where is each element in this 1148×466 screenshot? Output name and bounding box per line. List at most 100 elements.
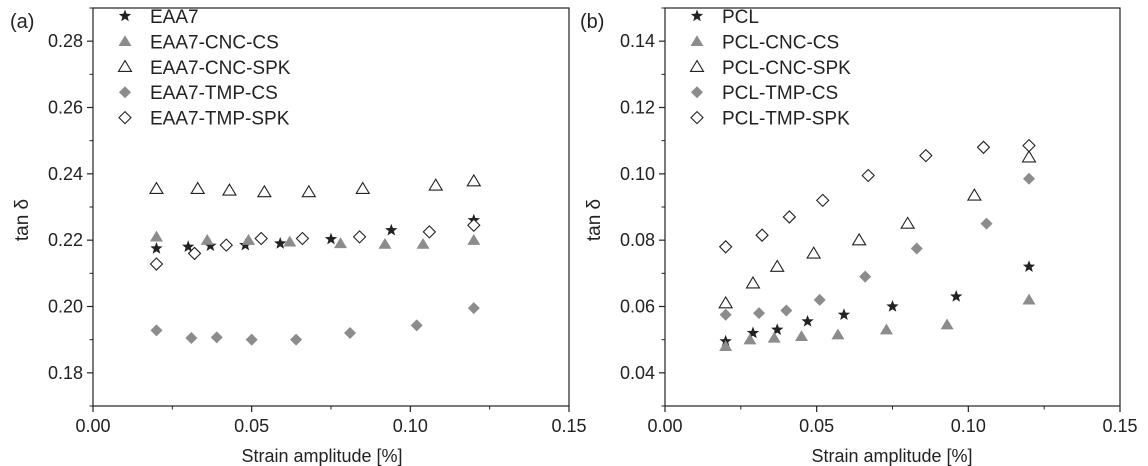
- data-point: [1023, 172, 1035, 185]
- data-point: [1021, 149, 1037, 163]
- legend-label: EAA7-CNC-SPK: [150, 58, 291, 79]
- legend-label: EAA7-TMP-CS: [150, 83, 278, 104]
- data-point: [718, 295, 734, 309]
- data-point: [746, 326, 760, 339]
- data-point: [150, 324, 163, 337]
- series-pcl-tmp-spk: [718, 138, 1036, 254]
- data-point: [886, 300, 899, 312]
- data-point: [149, 230, 163, 242]
- data-point: [976, 140, 991, 155]
- data-point: [187, 246, 202, 261]
- data-point: [422, 225, 437, 239]
- data-point: [919, 148, 933, 163]
- data-point: [190, 181, 206, 194]
- data-point: [910, 242, 923, 255]
- data-point: [334, 237, 348, 249]
- x-tick-label-a: 0.05: [234, 416, 269, 436]
- data-point: [813, 293, 826, 306]
- x-axis-label-a: Strain amplitude [%]: [241, 446, 402, 466]
- series-pcl: [719, 260, 1036, 347]
- legend-label: PCL-TMP-CS: [722, 83, 838, 104]
- y-tick-label-b: 0.08: [620, 230, 655, 250]
- data-point: [879, 323, 893, 335]
- x-tick-label-b: 0.05: [799, 416, 834, 436]
- data-point: [221, 183, 237, 196]
- data-point: [245, 333, 258, 346]
- legend-label: PCL-TMP-SPK: [722, 109, 850, 130]
- data-point: [210, 331, 223, 344]
- data-point: [352, 230, 367, 244]
- data-point: [467, 302, 480, 315]
- data-point: [801, 314, 814, 327]
- x-tick-label-b: 0.15: [1102, 416, 1137, 436]
- y-tick-label-a: 0.26: [48, 98, 83, 118]
- data-point: [745, 276, 761, 289]
- data-point: [290, 333, 303, 346]
- y-tick-label-b: 0.14: [620, 31, 655, 51]
- data-point: [859, 270, 872, 283]
- data-point: [148, 181, 164, 194]
- data-point: [241, 233, 256, 245]
- panel-label-b: (b): [580, 11, 604, 33]
- legend-marker: [118, 110, 132, 125]
- data-point: [149, 257, 164, 271]
- y-tick-label-b: 0.10: [620, 164, 655, 184]
- x-axis-label-b: Strain amplitude [%]: [811, 446, 972, 466]
- series-pcl-tmp-cs: [719, 172, 1035, 321]
- data-point: [767, 331, 781, 343]
- y-axis-label-a: tan δ: [12, 199, 33, 241]
- legend-label: EAA7-CNC-CS: [150, 32, 279, 53]
- legend-a: EAA7 EAA7-CNC-CS EAA7-CNC-SPK EAA7-TMP-CS EA…: [117, 7, 291, 130]
- data-point: [1022, 293, 1036, 305]
- data-point: [780, 304, 793, 317]
- data-point: [416, 237, 430, 249]
- data-point: [355, 181, 371, 194]
- y-tick-label-b: 0.12: [620, 98, 655, 118]
- data-point: [718, 240, 733, 254]
- y-tick-label-b: 0.04: [620, 363, 655, 383]
- legend-marker: [690, 9, 704, 22]
- data-point: [771, 323, 784, 335]
- y-axis-label-b: tan δ: [584, 199, 605, 241]
- legend-label: PCL-CNC-SPK: [722, 58, 851, 79]
- data-point: [851, 232, 867, 246]
- data-point: [815, 193, 830, 208]
- series-eaa7-tmp-cs: [150, 302, 480, 346]
- data-point: [467, 233, 481, 245]
- data-point: [1022, 138, 1036, 153]
- data-point: [200, 233, 214, 245]
- data-point: [324, 232, 338, 245]
- data-point: [806, 246, 822, 259]
- data-point: [182, 240, 195, 253]
- x-tick-label-b: 0.00: [647, 416, 682, 436]
- y-tick-label-a: 0.20: [48, 297, 83, 317]
- data-point: [274, 236, 287, 249]
- data-point: [254, 231, 268, 246]
- legend-label: EAA7: [150, 7, 199, 28]
- y-tick-label-a: 0.22: [48, 230, 83, 250]
- legend-b: PCL PCL-CNC-CS PCL-CNC-SPK PCL-TMP-CS PCL-TM…: [689, 7, 851, 130]
- data-point: [256, 184, 272, 198]
- legend-marker: [691, 86, 703, 99]
- data-point: [794, 330, 809, 341]
- data-point: [719, 308, 732, 321]
- data-point: [378, 237, 392, 249]
- series-pcl-cnc-cs: [719, 293, 1036, 351]
- legend-marker: [689, 59, 705, 72]
- legend-marker: [117, 59, 133, 72]
- y-tick-label-a: 0.24: [48, 164, 83, 184]
- data-point: [831, 328, 845, 340]
- chart-panel-a: (a) tan δ Strain amplitude [%] 0.00 0.05 0…: [10, 7, 587, 466]
- x-tick-label-a: 0.15: [551, 416, 586, 436]
- data-point: [719, 340, 733, 351]
- legend-marker: [118, 35, 132, 47]
- data-point: [861, 168, 876, 183]
- data-point: [428, 178, 444, 191]
- data-point: [467, 218, 481, 233]
- series-eaa7-tmp-spk: [149, 218, 481, 271]
- x-tick-label-a: 0.00: [75, 416, 110, 436]
- panel-label-a: (a): [10, 11, 34, 33]
- data-point: [753, 307, 766, 320]
- chart-panel-b: (b) tan δ Strain amplitude [%] 0.00 0.05 0…: [580, 7, 1138, 466]
